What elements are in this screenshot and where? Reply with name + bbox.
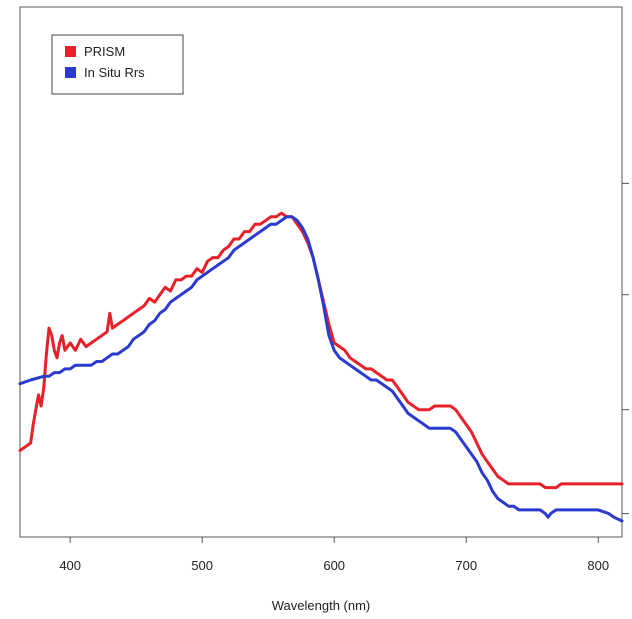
series-line-in-situ-rrs [18, 215, 624, 523]
x-tick-label-800: 800 [587, 558, 609, 573]
x-tick-label-700: 700 [455, 558, 477, 573]
x-tick-label-500: 500 [191, 558, 213, 573]
legend-label-in-situ-rrs: In Situ Rrs [84, 65, 145, 80]
legend-swatch-in-situ-rrs [65, 67, 76, 78]
plot-area [19, 6, 623, 538]
legend-label-prism: PRISM [84, 44, 125, 59]
x-axis-title: Wavelength (nm) [272, 598, 371, 613]
series-line-prism [18, 211, 624, 490]
x-tick-label-600: 600 [323, 558, 345, 573]
x-tick-label-400: 400 [59, 558, 81, 573]
legend-swatch-prism [65, 46, 76, 57]
x-axis-ticks [69, 537, 599, 543]
x-axis-tick-labels: 400 500 600 700 800 [59, 558, 609, 573]
series-lines [18, 211, 624, 523]
legend-box [51, 34, 184, 95]
legend: PRISM In Situ Rrs [51, 34, 184, 95]
right-axis-ticks [622, 182, 629, 515]
